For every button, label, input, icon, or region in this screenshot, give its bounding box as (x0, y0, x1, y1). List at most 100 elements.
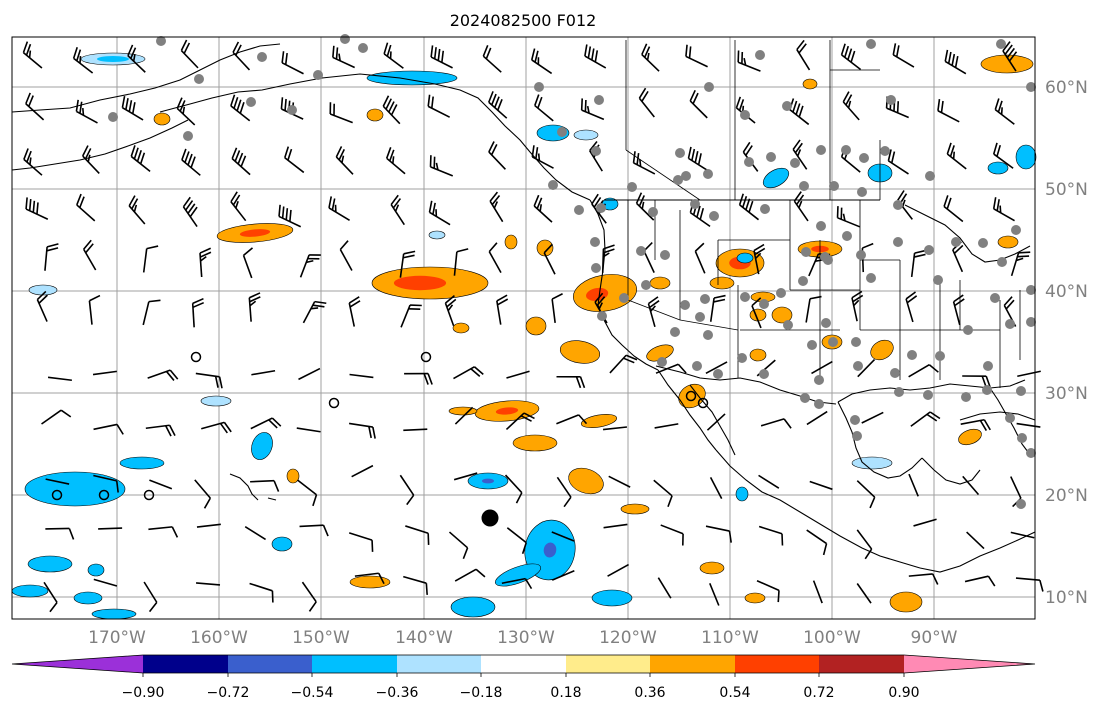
station-dot (766, 152, 776, 162)
wind-barb (638, 87, 655, 118)
station-dot (951, 237, 961, 247)
wind-barb (705, 525, 732, 543)
wind-barb (1010, 531, 1035, 539)
wind-barb (403, 428, 428, 432)
colorbar-segment (312, 655, 397, 673)
wind-barb (201, 421, 232, 434)
wind-barb (430, 45, 453, 69)
colorbar-segment (819, 655, 904, 673)
colorbar-segment (397, 655, 481, 673)
wind-barb (584, 44, 607, 69)
anomaly-patch (525, 316, 547, 336)
wind-barb (689, 89, 708, 119)
map-frame (11, 36, 1036, 620)
wind-barb (44, 243, 59, 271)
wind-barb (809, 480, 833, 491)
anomaly-patch (271, 536, 293, 552)
latitude-labels: 60°N 50°N 40°N 30°N 20°N 10°N (1045, 78, 1088, 608)
colorbar-segment (735, 655, 819, 673)
coastline-segment (904, 204, 1031, 263)
wind-barb (641, 43, 660, 72)
wind-barb (348, 422, 376, 439)
station-dot (807, 340, 817, 350)
wind-barb (796, 39, 811, 71)
station-dot (695, 312, 705, 322)
colorbar-tick-label: −0.90 (122, 685, 165, 701)
station-dot (935, 351, 945, 361)
anomaly-patch (1015, 144, 1037, 170)
wind-barb (383, 42, 404, 69)
anomaly-patch (573, 129, 599, 141)
colorbar-tick-label: 0.36 (634, 685, 665, 701)
anomaly-patch (366, 70, 458, 86)
colorbar-segment (143, 655, 228, 673)
wind-barb (427, 94, 451, 118)
wind-barb (250, 479, 280, 492)
wind-barb (504, 474, 523, 504)
colorbar-extend-max (904, 655, 1035, 673)
wind-barb (128, 195, 146, 225)
wind-barb (962, 475, 980, 496)
station-dot (641, 280, 651, 290)
wind-barb (454, 406, 474, 425)
wind-barb (660, 524, 684, 546)
wind-barb (836, 206, 861, 228)
anomaly-patch (216, 223, 294, 243)
anomaly-patch (467, 472, 509, 490)
anomaly-patch (573, 274, 637, 312)
anomaly-patch (980, 54, 1034, 74)
wind-barb (806, 529, 828, 556)
wind-barb (148, 526, 179, 538)
wind-barb (249, 582, 274, 603)
anomaly-patch (744, 592, 766, 604)
wind-barb (399, 474, 415, 506)
station-dot (801, 247, 811, 257)
wind-barb (905, 291, 918, 323)
anomaly-patch (251, 432, 273, 460)
anomaly-patch (580, 414, 618, 428)
colorbar-tick-label: 0.18 (550, 685, 581, 701)
colorbar-segment (228, 655, 312, 673)
wind-barb (488, 141, 506, 170)
station-dot (982, 385, 992, 395)
coastlines (11, 40, 1036, 573)
coastline-segment (837, 401, 923, 479)
station-dot (690, 199, 700, 209)
anomaly-patch (371, 266, 489, 300)
station-dot (657, 357, 667, 367)
wind-barb (654, 423, 679, 429)
anomaly-patch (649, 276, 671, 290)
wind-barb (72, 46, 94, 74)
longitude-label: 90°W (911, 628, 958, 648)
wind-barb (429, 155, 454, 177)
anomaly-patch (997, 235, 1019, 249)
station-dot (850, 415, 860, 425)
wind-barb (302, 300, 327, 324)
wind-barb (1010, 251, 1031, 277)
wind-barb (232, 41, 251, 71)
wind-barb (992, 197, 1015, 222)
wind-barb (705, 361, 728, 375)
station-dot (548, 180, 558, 190)
colorbar-tick-label: 0.54 (719, 685, 750, 701)
wind-barb (199, 247, 212, 278)
station-dot (740, 292, 750, 302)
wind-barbs (22, 39, 1044, 613)
station-dot (636, 246, 646, 256)
wind-barb (339, 240, 353, 271)
wind-barb (399, 250, 416, 278)
wind-barb (1002, 41, 1018, 72)
latitude-label: 30°N (1045, 384, 1088, 404)
station-dot (790, 158, 800, 168)
station-dot (890, 368, 900, 378)
anomaly-patch (286, 468, 300, 484)
station-dot (648, 207, 658, 217)
station-dot (963, 325, 973, 335)
wind-barb (296, 427, 321, 433)
wind-barb (647, 296, 660, 327)
coastline-segment (919, 531, 1036, 573)
wind-barb (93, 474, 119, 493)
wind-barb (851, 290, 864, 322)
latitude-label: 60°N (1045, 78, 1088, 98)
wind-barb (789, 98, 810, 126)
